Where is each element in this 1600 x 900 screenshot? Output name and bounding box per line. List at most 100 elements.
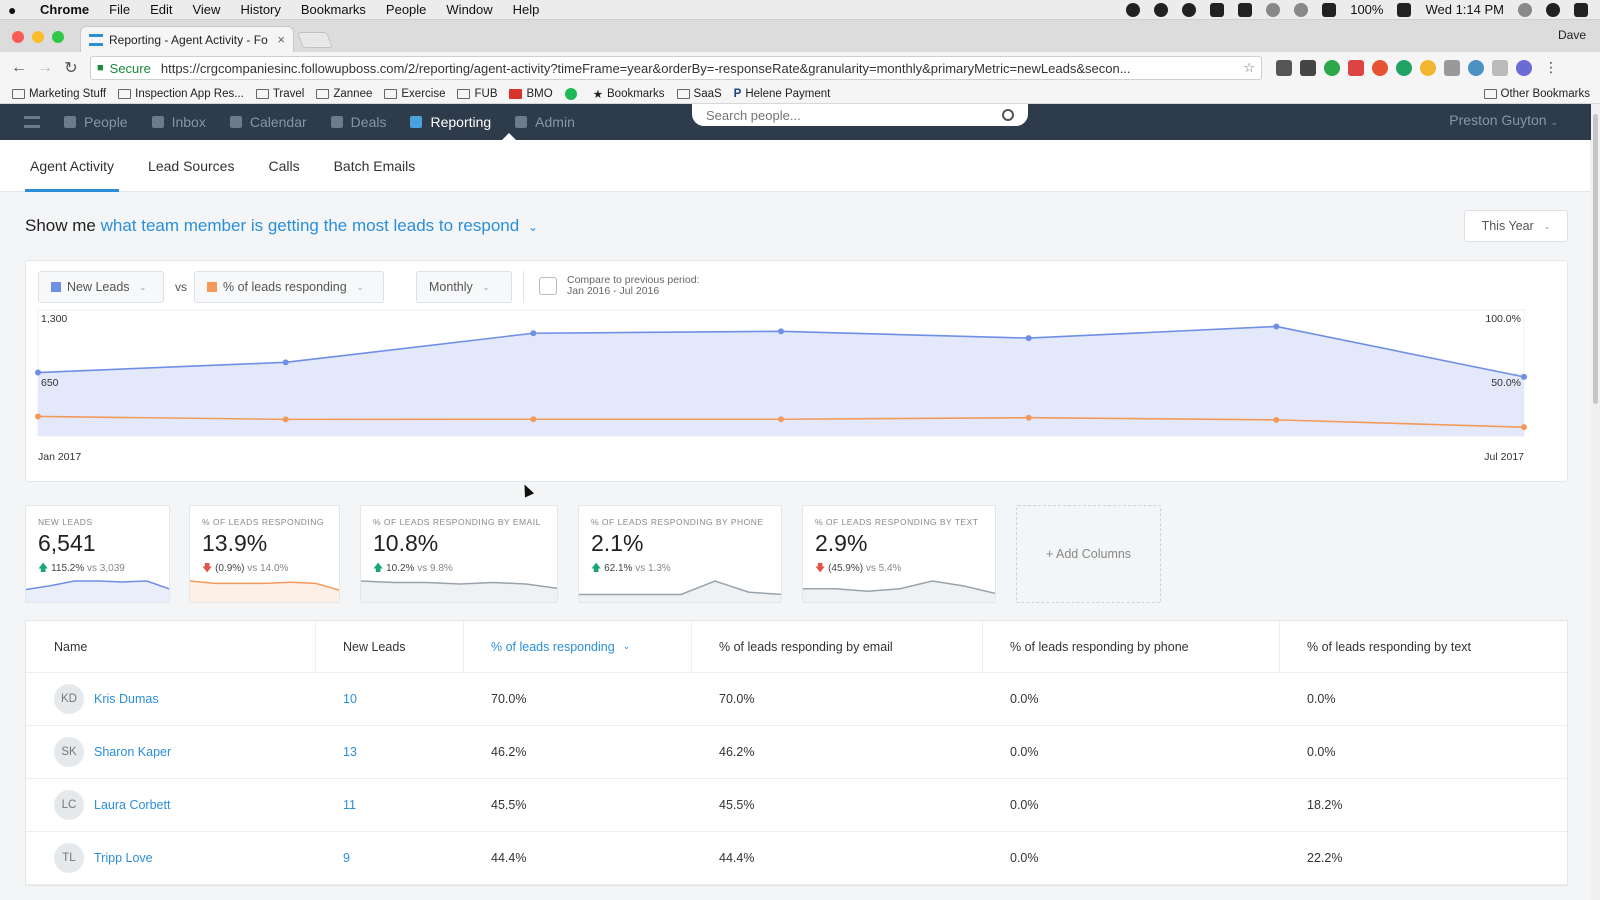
minimize-window-button[interactable] xyxy=(32,31,44,43)
user-ext-icon[interactable] xyxy=(1516,60,1532,76)
add-columns-button[interactable]: + Add Columns xyxy=(1016,505,1161,603)
spotlight-icon[interactable] xyxy=(1518,2,1532,17)
search-icon[interactable] xyxy=(1002,109,1014,121)
tab-calls[interactable]: Calls xyxy=(268,157,300,174)
bookmark-inspection-app[interactable]: Inspection App Res... xyxy=(118,88,244,100)
primary-metric-dropdown[interactable]: New Leads ⌄ xyxy=(38,271,164,303)
agent-name-link[interactable]: Kris Dumas xyxy=(94,692,159,706)
chevron-down-icon[interactable]: ⌄ xyxy=(527,220,539,234)
scrollbar-thumb[interactable] xyxy=(1593,114,1598,404)
emoji-icon[interactable] xyxy=(1420,60,1436,76)
avatar[interactable]: KD xyxy=(54,684,84,714)
wifi-icon[interactable] xyxy=(1294,2,1309,17)
new-leads-link[interactable]: 13 xyxy=(343,745,357,759)
agent-name-link[interactable]: Sharon Kaper xyxy=(94,745,172,759)
col-responding-email[interactable]: % of leads responding by email xyxy=(692,620,983,673)
compare-checkbox[interactable] xyxy=(539,277,557,295)
question-dropdown[interactable]: what team member is getting the most lea… xyxy=(100,216,520,235)
granularity-dropdown[interactable]: Monthly ⌄ xyxy=(416,271,512,303)
browser-tab[interactable]: Reporting - Agent Activity - Fo × xyxy=(80,26,294,52)
agent-name-link[interactable]: Laura Corbett xyxy=(94,798,171,812)
tab-lead-sources[interactable]: Lead Sources xyxy=(148,157,235,174)
people-search[interactable] xyxy=(692,104,1028,126)
back-icon[interactable]: ← xyxy=(11,59,27,76)
clock[interactable]: Wed 1:14 PM xyxy=(1425,2,1504,17)
menu-edit[interactable]: Edit xyxy=(150,2,173,17)
page-scrollbar[interactable] xyxy=(1591,104,1600,900)
avatar[interactable]: SK xyxy=(54,737,84,767)
new-leads-link[interactable]: 11 xyxy=(343,798,356,812)
new-leads-link[interactable]: 10 xyxy=(343,692,357,706)
menu-bookmarks[interactable]: Bookmarks xyxy=(300,2,366,17)
compare-toggle[interactable]: Compare to previous period: Jan 2016 - J… xyxy=(539,275,700,297)
calendar-ext-icon[interactable] xyxy=(1348,60,1364,76)
nav-deals[interactable]: Deals xyxy=(330,114,386,130)
nav-people[interactable]: People xyxy=(64,114,128,130)
bookmark-spotify[interactable] xyxy=(564,87,581,100)
evernote-icon[interactable] xyxy=(1300,60,1316,76)
menu-history[interactable]: History xyxy=(240,2,281,17)
search-input[interactable] xyxy=(706,107,1002,123)
address-bar[interactable]: ■ Secure https://crgcompaniesinc.followu… xyxy=(90,56,1262,80)
bookmark-exercise[interactable]: Exercise xyxy=(384,88,445,100)
col-responding-text[interactable]: % of leads responding by text xyxy=(1307,639,1471,654)
battery-icon[interactable] xyxy=(1397,2,1412,17)
stat-responding-text[interactable]: % OF LEADS RESPONDING BY TEXT 2.9% 🡇 (45… xyxy=(802,505,996,603)
url-text[interactable]: https://crgcompaniesinc.followupboss.com… xyxy=(160,60,1131,76)
nav-reporting[interactable]: Reporting xyxy=(410,114,491,130)
chrome-menu-icon[interactable]: ⋮ xyxy=(1544,59,1558,75)
bookmark-bmo[interactable]: BMO xyxy=(509,88,553,100)
menu-file[interactable]: File xyxy=(109,2,131,17)
menu-window[interactable]: Window xyxy=(446,2,493,17)
bookmark-other[interactable]: Other Bookmarks xyxy=(1483,88,1590,100)
profile-name[interactable]: Dave xyxy=(1557,28,1586,42)
nav-admin[interactable]: Admin xyxy=(515,114,575,130)
stat-responding-phone[interactable]: % OF LEADS RESPONDING BY PHONE 2.1% 🡅 62… xyxy=(578,505,782,603)
hangouts-icon[interactable] xyxy=(1324,60,1340,76)
bookmark-zannee[interactable]: Zannee xyxy=(316,88,372,100)
camera-icon[interactable] xyxy=(1210,2,1225,17)
bookmark-star-icon[interactable]: ☆ xyxy=(1243,60,1255,75)
bookmark-travel[interactable]: Travel xyxy=(255,88,304,100)
bookmark-marketing-stuff[interactable]: Marketing Stuff xyxy=(12,88,106,100)
new-leads-link[interactable]: 9 xyxy=(343,851,350,865)
layers-icon[interactable] xyxy=(1492,60,1508,76)
zoom-window-button[interactable] xyxy=(52,31,64,43)
wordpress-icon[interactable] xyxy=(1468,60,1484,76)
col-leads-responding[interactable]: % of leads responding ⌄ xyxy=(464,620,692,673)
stat-leads-responding[interactable]: % OF LEADS RESPONDING 13.9% 🡇 (0.9%) vs … xyxy=(189,505,340,603)
col-name[interactable]: Name xyxy=(26,620,316,673)
airplay-icon[interactable] xyxy=(1322,2,1337,17)
menu-view[interactable]: View xyxy=(192,2,221,17)
col-responding-phone[interactable]: % of leads responding by phone xyxy=(983,620,1280,673)
nav-inbox[interactable]: Inbox xyxy=(151,114,206,130)
avatar[interactable]: LC xyxy=(54,790,84,820)
agent-name-link[interactable]: Tripp Love xyxy=(94,851,153,865)
timeframe-dropdown[interactable]: This Year ⌄ xyxy=(1464,210,1568,242)
bookmark-fub[interactable]: FUB xyxy=(457,88,497,100)
tab-agent-activity[interactable]: Agent Activity xyxy=(24,140,120,192)
bluetooth-icon[interactable] xyxy=(1266,2,1281,17)
bookmark-bookmarks[interactable]: ★ Bookmarks xyxy=(593,87,665,101)
check-icon[interactable] xyxy=(1182,2,1197,17)
secondary-metric-dropdown[interactable]: % of leads responding ⌄ xyxy=(194,271,384,303)
menu-help[interactable]: Help xyxy=(512,2,540,17)
user-menu[interactable]: Preston Guyton ⌄ xyxy=(1449,112,1558,128)
new-tab-button[interactable] xyxy=(297,32,333,48)
bookmark-saas[interactable]: SaaS xyxy=(676,88,722,100)
grammarly-icon[interactable] xyxy=(1396,60,1412,76)
close-tab-icon[interactable]: × xyxy=(277,32,285,47)
siri-icon[interactable] xyxy=(1546,2,1560,17)
cloud-icon[interactable] xyxy=(1154,2,1169,17)
reload-icon[interactable]: ↻ xyxy=(64,60,78,77)
forward-icon[interactable]: → xyxy=(37,59,53,76)
close-window-button[interactable] xyxy=(12,31,24,43)
apple-icon[interactable]: ● xyxy=(8,1,17,18)
tab-batch-emails[interactable]: Batch Emails xyxy=(333,157,416,174)
col-new-leads[interactable]: New Leads xyxy=(316,620,464,673)
avatar[interactable]: TL xyxy=(54,843,84,873)
stat-responding-email[interactable]: % OF LEADS RESPONDING BY EMAIL 10.8% 🡅 1… xyxy=(360,505,558,603)
messenger-icon[interactable] xyxy=(1126,2,1141,17)
extension-icon[interactable] xyxy=(1276,60,1292,76)
bookmark-helene-payment[interactable]: P Helene Payment xyxy=(734,88,831,100)
